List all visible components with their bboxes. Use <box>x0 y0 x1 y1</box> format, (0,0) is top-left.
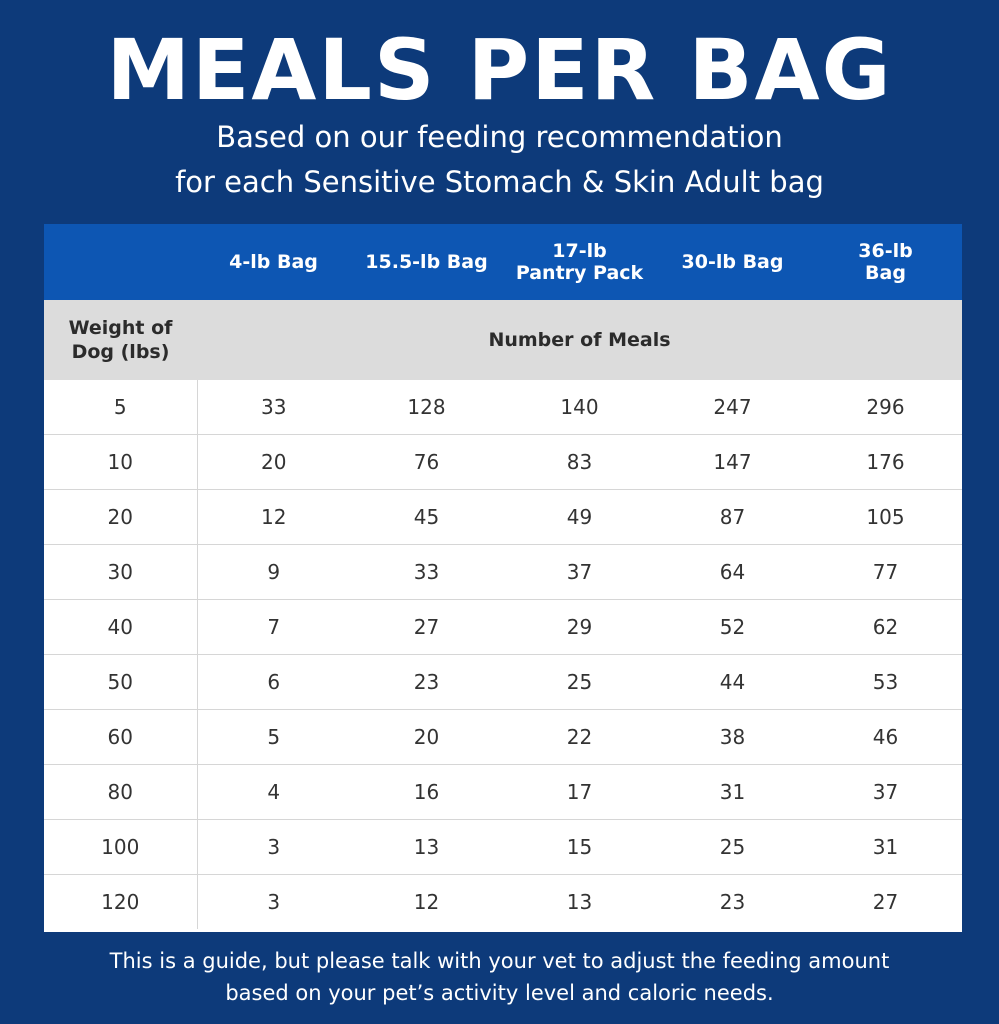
table-row: 120 3 12 13 23 27 <box>44 874 962 929</box>
meals-count-cell: 13 <box>566 890 593 914</box>
meals-count-cell: 147 <box>656 434 809 490</box>
dog-weight-cell: 40 <box>44 599 198 655</box>
column-header: 30-lb Bag <box>656 224 809 300</box>
meals-count-cell: 49 <box>503 489 656 545</box>
meals-count-cell: 105 <box>809 489 962 545</box>
subtitle-line-1: Based on our feeding recommendation <box>216 120 783 154</box>
column-header-line-1: 30-lb Bag <box>681 251 784 273</box>
meals-count-cell: 3 <box>267 890 281 914</box>
dog-weight-cell: 10 <box>44 434 198 490</box>
meals-count-cell: 3 <box>197 819 350 875</box>
meals-count-cell: 296 <box>809 380 962 435</box>
meals-count-cell: 31 <box>656 764 809 820</box>
column-header-line-1: 4-lb Bag <box>229 251 318 273</box>
meals-count-cell: 176 <box>809 434 962 490</box>
dog-weight-cell: 5 <box>44 380 198 435</box>
table-row: 100 3 13 15 25 31 <box>44 819 962 875</box>
meals-count-cell: 5 <box>197 709 350 765</box>
meals-count-cell: 87 <box>656 489 809 545</box>
table-subheader-row: Weight of Dog (lbs) Number of Meals <box>44 300 962 380</box>
table-row: 30 9 33 37 64 77 <box>44 544 962 600</box>
column-header-line-1: 15.5-lb Bag <box>365 251 488 273</box>
table-row: 20 12 45 49 87 105 <box>44 489 962 545</box>
table-row: 50 6 23 25 44 53 <box>44 654 962 710</box>
page-title: MEALS PER BAG <box>106 21 893 119</box>
meals-count-cell: 13 <box>350 819 503 875</box>
dog-weight-cell: 60 <box>44 709 198 765</box>
dog-weight-cell: 30 <box>44 544 198 600</box>
meals-count-cell: 31 <box>809 819 962 875</box>
meals-count-cell: 46 <box>809 709 962 765</box>
column-header: 4-lb Bag <box>197 224 350 300</box>
table-row: 60 5 20 22 38 46 <box>44 709 962 765</box>
table-row: 40 7 27 29 52 62 <box>44 599 962 655</box>
dog-weight-cell: 50 <box>44 654 198 710</box>
meals-count-cell: 29 <box>503 599 656 655</box>
row-header-line-2: Dog (lbs) <box>71 341 170 363</box>
meals-count-cell: 12 <box>413 890 440 914</box>
meals-count-cell: 44 <box>656 654 809 710</box>
meals-count-cell: 62 <box>809 599 962 655</box>
meals-count-cell: 16 <box>350 764 503 820</box>
subtitle-line-2: for each Sensitive Stomach & Skin Adult … <box>175 165 824 199</box>
meals-count-cell: 27 <box>350 599 503 655</box>
column-header-line-1: 17-lb <box>552 240 607 262</box>
footer-line-2: based on your pet’s activity level and c… <box>225 981 774 1005</box>
table-body: 5 33 128 140 247 296 10 20 76 83 147 176 20 12 45 49 87 1… <box>44 380 962 929</box>
meals-count-cell: 64 <box>656 544 809 600</box>
meals-count-cell: 6 <box>197 654 350 710</box>
meals-count-cell: 20 <box>197 434 350 490</box>
meals-count-cell: 76 <box>350 434 503 490</box>
value-header-label: Number of Meals <box>197 300 962 380</box>
header-corner <box>44 224 197 300</box>
meals-count-cell: 12 <box>197 489 350 545</box>
meals-count-cell: 37 <box>809 764 962 820</box>
meals-count-cell: 52 <box>656 599 809 655</box>
column-header-line-1: 36-lb <box>858 240 913 262</box>
dog-weight-cell: 20 <box>44 489 198 545</box>
column-header: 17-lb Pantry Pack <box>503 224 656 300</box>
dog-weight-cell: 80 <box>44 764 198 820</box>
meals-count-cell: 247 <box>656 380 809 435</box>
meals-count-cell: 33 <box>197 380 350 435</box>
row-header-label: Weight of Dog (lbs) <box>44 300 197 380</box>
meals-table: 4-lb Bag 15.5-lb Bag 17-lb Pantry Pack 30-lb… <box>44 224 962 929</box>
column-header-line-2: Pantry Pack <box>515 262 644 284</box>
footer-line-1: This is a guide, but please talk with yo… <box>109 949 890 973</box>
meals-count-cell: 7 <box>197 599 350 655</box>
table-row: 10 20 76 83 147 176 <box>44 434 962 490</box>
column-header: 15.5-lb Bag <box>350 224 503 300</box>
meals-count-cell: 37 <box>503 544 656 600</box>
column-header: 36-lb Bag <box>809 224 962 300</box>
meals-count-cell: 27 <box>872 890 899 914</box>
column-header-line-2: Bag <box>865 262 906 284</box>
meals-count-cell: 140 <box>503 380 656 435</box>
meals-count-cell: 25 <box>656 819 809 875</box>
meals-count-cell: 25 <box>503 654 656 710</box>
meals-count-cell: 128 <box>350 380 503 435</box>
dog-weight-cell: 100 <box>44 819 198 875</box>
meals-count-cell: 22 <box>503 709 656 765</box>
meals-count-cell: 23 <box>350 654 503 710</box>
dog-weight-cell: 120 <box>44 874 198 929</box>
meals-count-cell: 33 <box>350 544 503 600</box>
meals-count-cell: 4 <box>197 764 350 820</box>
meals-count-cell: 17 <box>503 764 656 820</box>
meals-count-cell: 45 <box>350 489 503 545</box>
table-row: 80 4 16 17 31 37 <box>44 764 962 820</box>
meals-table-container: 4-lb Bag 15.5-lb Bag 17-lb Pantry Pack 30-lb… <box>44 224 962 932</box>
meals-count-cell: 77 <box>809 544 962 600</box>
meals-count-cell: 15 <box>503 819 656 875</box>
table-row: 5 33 128 140 247 296 <box>44 380 962 435</box>
row-header-line-1: Weight of <box>68 317 173 339</box>
meals-count-cell: 53 <box>809 654 962 710</box>
table-header-row: 4-lb Bag 15.5-lb Bag 17-lb Pantry Pack 30-lb… <box>44 224 962 300</box>
meals-count-cell: 23 <box>719 890 746 914</box>
meals-count-cell: 9 <box>197 544 350 600</box>
meals-count-cell: 38 <box>656 709 809 765</box>
meals-count-cell: 83 <box>503 434 656 490</box>
meals-count-cell: 20 <box>350 709 503 765</box>
